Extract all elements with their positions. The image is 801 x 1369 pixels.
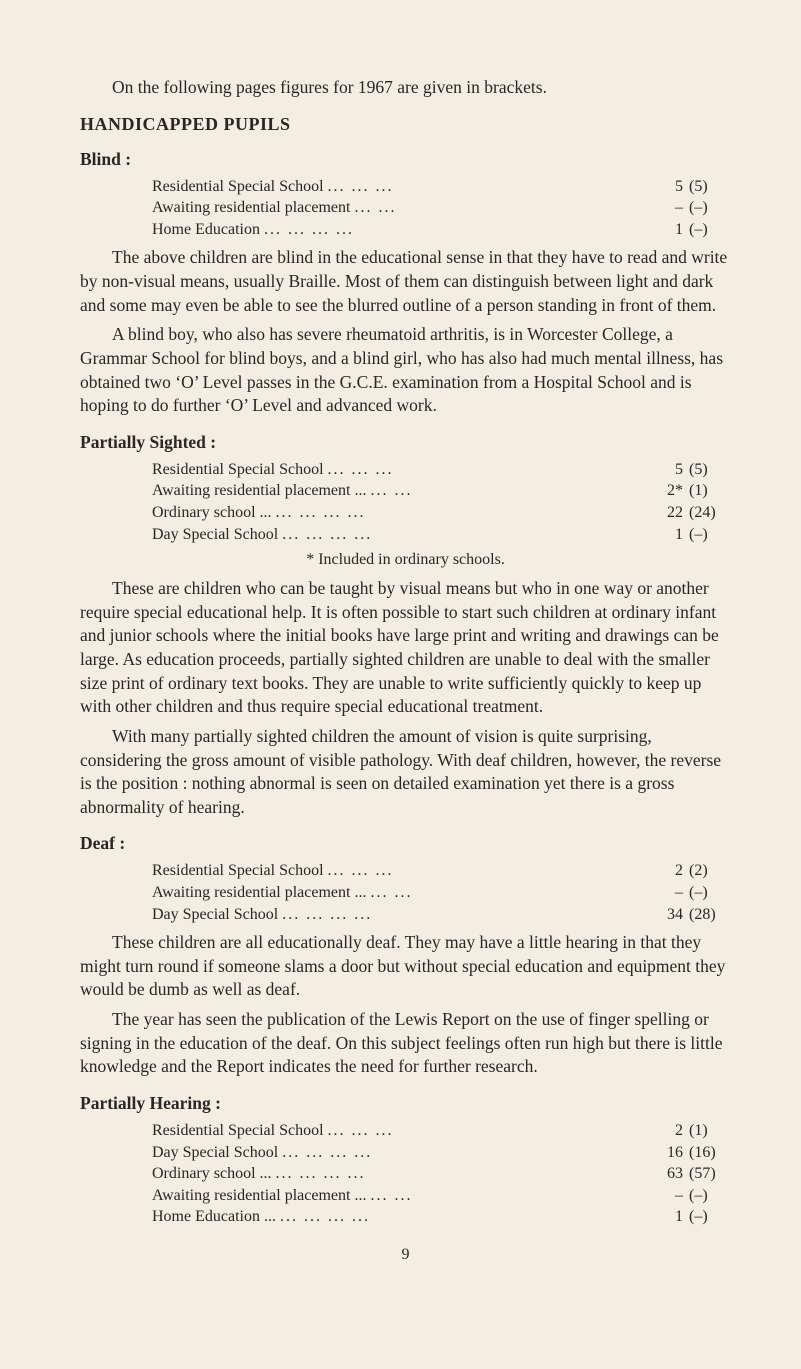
intro-paragraph: On the following pages figures for 1967 … [80,76,731,100]
section-heading-partially-sighted: Partially Sighted : [80,432,731,453]
stat-bracket: (24) [683,502,731,524]
stat-row: Awaiting residential placement ... ... .… [80,480,731,502]
stat-current: – [649,882,683,904]
stat-label: Awaiting residential placement [152,197,350,219]
body-paragraph: A blind boy, who also has severe rheumat… [80,323,731,418]
stat-dots: ... ... ... [324,1120,649,1142]
stat-dots: ... ... ... ... [278,524,649,546]
stat-bracket: (–) [683,1206,731,1228]
stat-current: 22 [649,502,683,524]
stat-label: Awaiting residential placement ... [152,480,366,502]
stat-bracket: (1) [683,480,731,502]
stat-label: Awaiting residential placement ... [152,882,366,904]
stat-label: Residential Special School [152,1120,324,1142]
stat-bracket: (28) [683,904,731,926]
stat-dots: ... ... [350,197,649,219]
section-heading-deaf: Deaf : [80,833,731,854]
body-paragraph: These are children who can be taught by … [80,577,731,719]
stat-current: 2 [649,860,683,882]
stat-bracket: (2) [683,860,731,882]
body-paragraph: The year has seen the publication of the… [80,1008,731,1079]
stat-label: Home Education ... [152,1206,276,1228]
stat-rows-deaf: Residential Special School ... ... ... 2… [80,860,731,925]
stat-label: Awaiting residential placement ... [152,1185,366,1207]
stat-row: Ordinary school ... ... ... ... ... 22 (… [80,502,731,524]
stat-label: Residential Special School [152,860,324,882]
stat-dots: ... ... ... ... [278,904,649,926]
section-heading-partially-hearing: Partially Hearing : [80,1093,731,1114]
stat-dots: ... ... ... [324,176,649,198]
stat-dots: ... ... [366,882,649,904]
stat-current: 34 [649,904,683,926]
stat-row: Ordinary school ... ... ... ... ... 63 (… [80,1163,731,1185]
stat-label: Residential Special School [152,459,324,481]
stat-bracket: (–) [683,219,731,241]
stat-bracket: (1) [683,1120,731,1142]
stat-current: 2 [649,1120,683,1142]
page-number: 9 [80,1246,731,1264]
stat-dots: ... ... [366,480,649,502]
stat-row: Day Special School ... ... ... ... 1 (–) [80,524,731,546]
body-paragraph: These children are all educationally dea… [80,931,731,1002]
stat-label: Home Education [152,219,260,241]
stat-row: Day Special School ... ... ... ... 34 (2… [80,904,731,926]
stat-row: Residential Special School ... ... ... 2… [80,1120,731,1142]
stat-current: 5 [649,459,683,481]
stat-current: – [649,197,683,219]
body-paragraph: The above children are blind in the educ… [80,246,731,317]
main-heading: HANDICAPPED PUPILS [80,114,731,135]
stat-bracket: (57) [683,1163,731,1185]
stat-current: 1 [649,1206,683,1228]
stat-bracket: (5) [683,176,731,198]
stat-label: Day Special School [152,1142,278,1164]
stat-dots: ... ... [366,1185,649,1207]
section-heading-blind: Blind : [80,149,731,170]
stat-dots: ... ... ... [324,459,649,481]
stat-label: Day Special School [152,524,278,546]
stat-row: Awaiting residential placement ... ... .… [80,882,731,904]
stat-bracket: (–) [683,197,731,219]
body-paragraph: With many partially sighted children the… [80,725,731,820]
stat-current: 5 [649,176,683,198]
stat-rows-partially-sighted: Residential Special School ... ... ... 5… [80,459,731,545]
stat-row: Home Education ... ... ... ... ... 1 (–) [80,1206,731,1228]
stat-dots: ... ... ... ... [260,219,649,241]
stat-bracket: (–) [683,882,731,904]
stat-current: 2* [649,480,683,502]
stat-label: Ordinary school ... [152,1163,272,1185]
stat-rows-partially-hearing: Residential Special School ... ... ... 2… [80,1120,731,1228]
stat-row: Residential Special School ... ... ... 2… [80,860,731,882]
stat-rows-blind: Residential Special School ... ... ... 5… [80,176,731,241]
stat-label: Day Special School [152,904,278,926]
stat-dots: ... ... ... ... [272,1163,649,1185]
stat-current: 63 [649,1163,683,1185]
footnote-partially-sighted: * Included in ordinary schools. [80,551,731,569]
page: On the following pages figures for 1967 … [0,0,801,1369]
stat-current: 16 [649,1142,683,1164]
stat-row: Day Special School ... ... ... ... 16 (1… [80,1142,731,1164]
stat-dots: ... ... ... [324,860,649,882]
stat-row: Residential Special School ... ... ... 5… [80,459,731,481]
stat-bracket: (16) [683,1142,731,1164]
stat-row: Awaiting residential placement ... ... –… [80,197,731,219]
stat-bracket: (–) [683,1185,731,1207]
stat-dots: ... ... ... ... [276,1206,649,1228]
stat-current: 1 [649,524,683,546]
stat-bracket: (5) [683,459,731,481]
stat-row: Home Education ... ... ... ... 1 (–) [80,219,731,241]
stat-bracket: (–) [683,524,731,546]
stat-dots: ... ... ... ... [278,1142,649,1164]
stat-dots: ... ... ... ... [272,502,649,524]
stat-row: Awaiting residential placement ... ... .… [80,1185,731,1207]
stat-label: Residential Special School [152,176,324,198]
stat-current: 1 [649,219,683,241]
stat-label: Ordinary school ... [152,502,272,524]
stat-current: – [649,1185,683,1207]
stat-row: Residential Special School ... ... ... 5… [80,176,731,198]
